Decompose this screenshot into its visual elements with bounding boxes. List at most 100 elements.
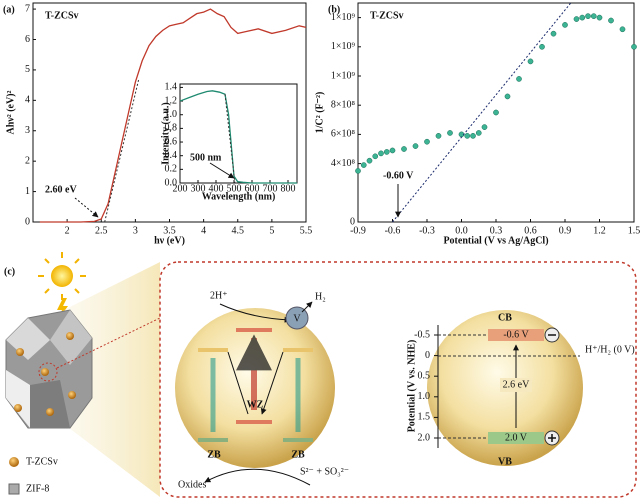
face <box>30 380 70 428</box>
y-tick-label: 4 <box>25 95 30 106</box>
x-axis-label: Wavelength (nm) <box>202 191 276 202</box>
chart: -0.9 -0.6 -0.3 0.0 0.3 0.6 0.9 1.2 1.5 0 4×10⁸ 6×10… <box>314 2 641 246</box>
y-tick-label: 1×10⁹ <box>331 41 356 52</box>
annotation: -0.60 V <box>383 170 414 181</box>
particle <box>14 404 22 412</box>
point <box>401 146 407 152</box>
x-axis-label: Potential (V vs Ag/AgCl) <box>443 235 548 246</box>
y-tick-label: 8×10⁸ <box>331 99 356 110</box>
point <box>378 150 384 157</box>
tick-label: 1.5 <box>418 412 431 423</box>
fit-line <box>224 94 236 184</box>
point <box>372 153 379 160</box>
y-tick-label: 4×10⁸ <box>331 158 356 169</box>
cb-potential: -0.6 V <box>503 329 529 340</box>
tick-label: 2.0 <box>418 432 431 443</box>
particle <box>66 332 74 340</box>
point <box>539 43 545 50</box>
point <box>516 76 522 82</box>
line <box>39 8 307 223</box>
y-axis-label: Ahν² (eV)² <box>5 90 16 134</box>
y-tick-label: 6 <box>25 34 30 45</box>
x-tick-label: 3 <box>133 225 138 236</box>
band <box>236 420 272 424</box>
x-tick-label: -0.9 <box>350 225 366 236</box>
x-tick-label: 700 <box>263 183 278 194</box>
x-tick-label: 600 <box>245 183 260 194</box>
y-tick-label: 1 <box>25 186 30 197</box>
tick-label: -0.5 <box>414 329 430 340</box>
legend-swatch <box>8 483 20 495</box>
phase-label: ZB <box>207 449 221 460</box>
fit-line <box>104 78 140 223</box>
y-tick-label: 0.6 <box>165 136 178 147</box>
y-tick-label: 0.2 <box>165 164 178 175</box>
panel-label: (a) <box>3 4 15 15</box>
x-tick-label: 1.5 <box>628 225 641 236</box>
vacancy <box>285 306 309 330</box>
x-tick-label: 500 <box>227 183 242 194</box>
point <box>608 17 614 24</box>
fit-line <box>392 2 572 223</box>
x-tick-label: 800 <box>281 183 296 194</box>
tick-label: 0 <box>425 350 430 361</box>
x-tick-label: 2 <box>65 225 70 236</box>
y-tick-label: 1×10⁹ <box>331 12 356 23</box>
x-axis-label: hν (eV) <box>154 235 185 246</box>
point <box>412 143 419 149</box>
sun-rays <box>38 252 86 300</box>
x-tick-label: 4 <box>201 225 206 236</box>
tick-label: 0.5 <box>418 370 431 381</box>
vb-label: VB <box>498 456 512 467</box>
vb-potential: 2.0 V <box>505 432 528 443</box>
x-tick-label: 300 <box>191 183 206 194</box>
transfer <box>227 351 284 414</box>
y-tick-label: 1.4 <box>165 82 178 93</box>
x-tick-label: -0.3 <box>419 225 435 236</box>
point <box>470 133 476 139</box>
y-tick-label: 1.2 <box>165 95 178 106</box>
point <box>464 133 471 139</box>
point <box>585 13 591 19</box>
annotation-arrow <box>209 162 235 179</box>
sample-label: T-ZCSv <box>370 10 404 21</box>
x-tick-label: -0.6 <box>385 225 401 236</box>
panel-label: (c) <box>4 266 15 277</box>
point <box>447 130 453 136</box>
point <box>550 30 557 37</box>
y-tick-label: 3 <box>25 125 30 136</box>
reagent: S²⁻ + SO₃²⁻ <box>300 466 349 477</box>
x-tick-label: 5.5 <box>300 225 313 236</box>
h2: H₂ <box>315 291 326 302</box>
y-axis-label: Intensity (a.u.) <box>160 102 171 165</box>
axis-title: Potential (V vs. NHE) <box>406 340 417 433</box>
point <box>596 14 603 21</box>
zoom-line <box>56 317 161 369</box>
point <box>360 162 367 168</box>
band <box>283 348 313 352</box>
phase-label: WZ <box>247 399 264 410</box>
line <box>179 90 297 184</box>
point <box>504 93 511 100</box>
sun <box>51 265 73 287</box>
legend-label: T-ZCSv <box>26 456 58 467</box>
arrow <box>219 303 291 323</box>
arrow <box>301 301 313 313</box>
product: Oxides <box>178 479 206 490</box>
lightning <box>57 298 68 320</box>
point <box>481 124 488 130</box>
point <box>355 168 361 174</box>
y-tick-label: 1.0 <box>165 109 178 120</box>
hole-sign <box>548 434 556 442</box>
point <box>619 26 626 33</box>
y-tick-label: 0 <box>25 216 30 227</box>
y-tick-label: 5 <box>25 64 30 75</box>
y-tick-label: 0.0 <box>165 177 178 188</box>
x-tick-label: 200 <box>173 183 188 194</box>
y-tick-label: 0.4 <box>165 150 178 161</box>
y-tick-label: 1×10⁹ <box>331 70 356 81</box>
panel-label: (b) <box>328 4 340 15</box>
x-tick-label: 3.5 <box>163 225 176 236</box>
panel-c: (c) T-ZCSv ZIF-8 2H⁺ V H₂ ZB WZ ZB Oxide… <box>4 252 637 498</box>
x-tick-label: 4.5 <box>232 225 245 236</box>
